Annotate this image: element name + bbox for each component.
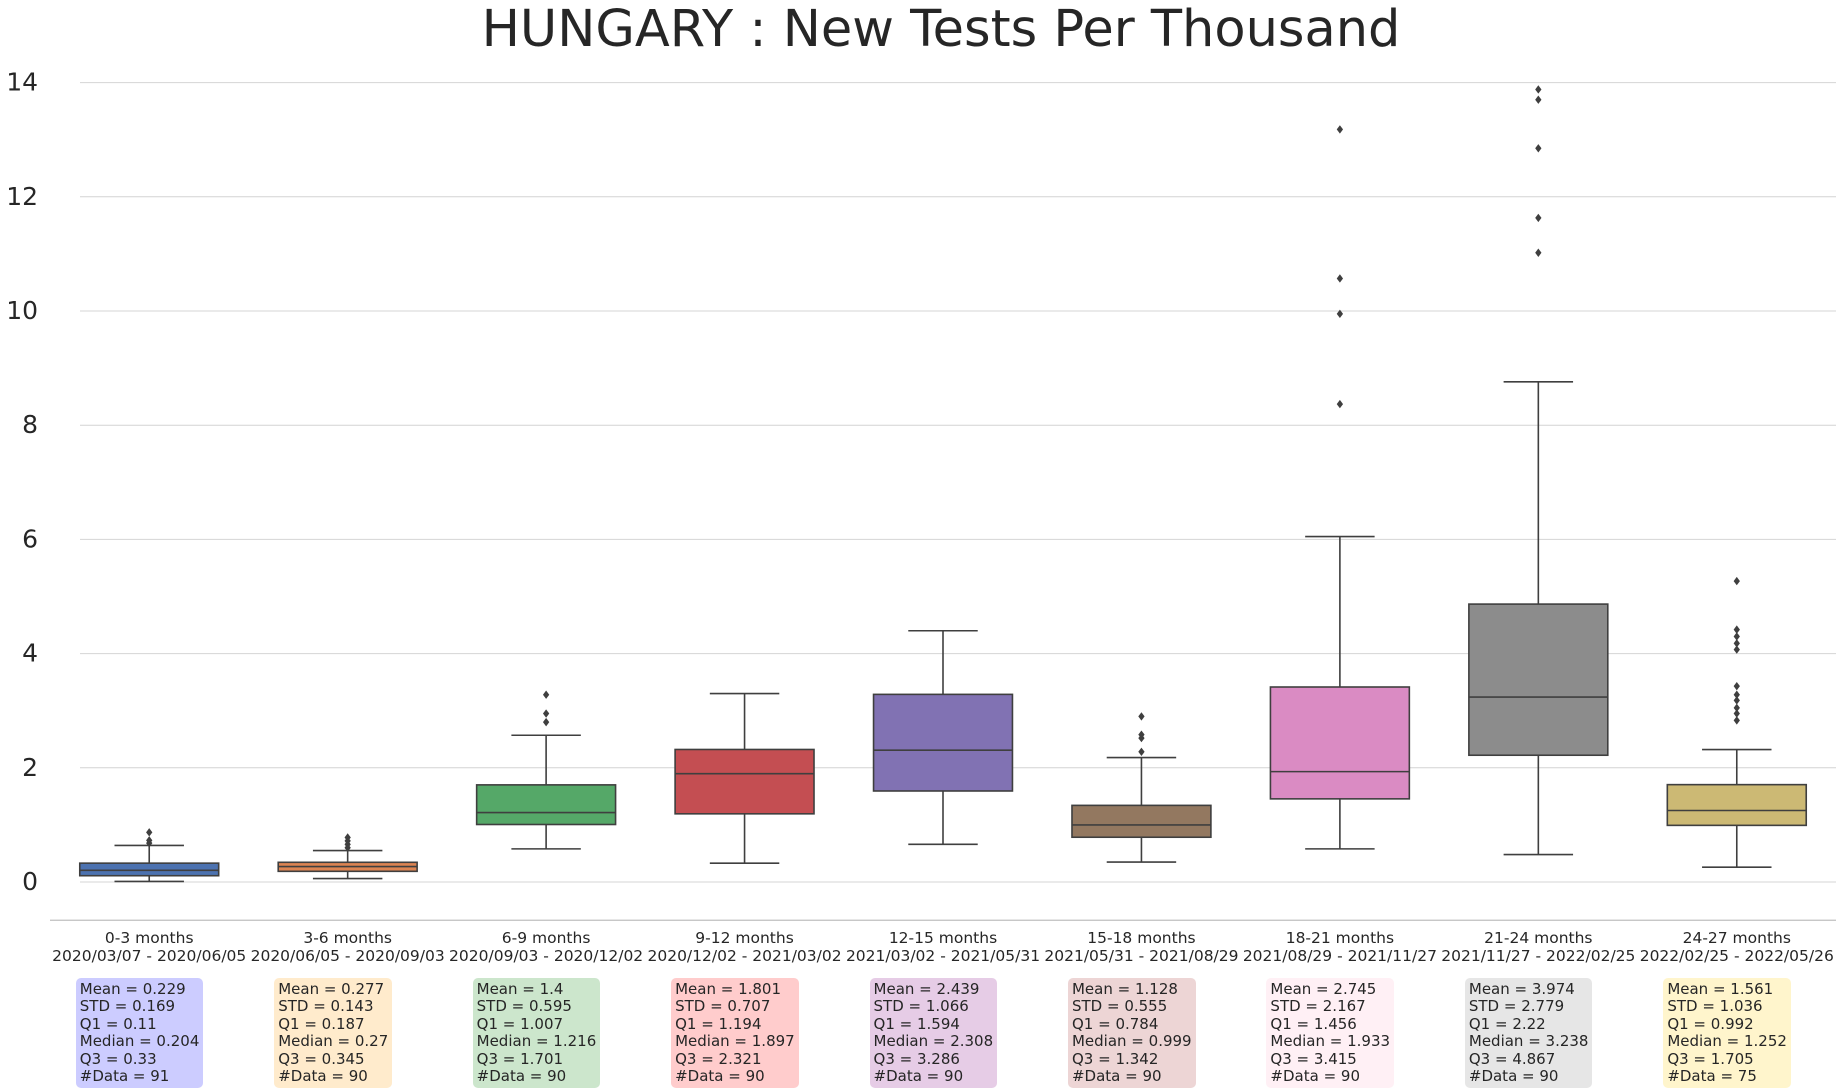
x-tick-range-label: 2021/11/27 - 2022/02/25 bbox=[1441, 947, 1635, 965]
x-tick-label: 24-27 months bbox=[1683, 929, 1791, 947]
y-tick-label: 14 bbox=[6, 68, 38, 97]
outlier-point bbox=[1138, 730, 1145, 739]
outlier-point bbox=[1535, 85, 1542, 94]
stats-box: Mean = 2.745 STD = 2.167 Q1 = 1.456 Medi… bbox=[1266, 978, 1395, 1089]
stats-box: Mean = 0.229 STD = 0.169 Q1 = 0.11 Media… bbox=[75, 978, 204, 1089]
stats-box: Mean = 1.128 STD = 0.555 Q1 = 0.784 Medi… bbox=[1067, 978, 1196, 1089]
outlier-point bbox=[146, 828, 153, 837]
outlier-point bbox=[1535, 248, 1542, 257]
outlier-point bbox=[146, 836, 153, 845]
stats-box: Mean = 0.277 STD = 0.143 Q1 = 0.187 Medi… bbox=[274, 978, 393, 1089]
y-tick-label: 8 bbox=[22, 410, 38, 439]
outlier-point bbox=[1535, 213, 1542, 223]
outlier-point bbox=[542, 709, 550, 718]
iqr-box bbox=[674, 748, 815, 815]
iqr-box bbox=[1269, 686, 1411, 800]
iqr-box bbox=[1666, 783, 1808, 827]
outlier-point bbox=[1535, 144, 1542, 153]
y-tick-label: 4 bbox=[22, 639, 38, 668]
outlier-point bbox=[1733, 632, 1740, 641]
outlier-point bbox=[1336, 399, 1344, 409]
stats-box: Mean = 1.561 STD = 1.036 Q1 = 0.992 Medi… bbox=[1663, 978, 1791, 1089]
iqr-box bbox=[475, 784, 617, 826]
outlier-point bbox=[1733, 681, 1740, 691]
outlier-point bbox=[1733, 703, 1740, 713]
x-tick-label: 21-24 months bbox=[1484, 929, 1592, 947]
box-group bbox=[78, 828, 220, 883]
y-tick-label: 2 bbox=[22, 753, 38, 782]
iqr-box bbox=[1071, 804, 1212, 839]
outlier-point bbox=[1733, 625, 1740, 634]
x-tick-range-label: 2022/02/25 - 2022/05/26 bbox=[1640, 947, 1834, 965]
box-group bbox=[1468, 85, 1609, 856]
x-tick-label: 0-3 months bbox=[105, 929, 194, 947]
iqr-box bbox=[1468, 603, 1609, 757]
box-group bbox=[1269, 125, 1411, 850]
box-group bbox=[674, 692, 815, 864]
x-tick-label: 9-12 months bbox=[695, 929, 794, 947]
outlier-point bbox=[542, 690, 550, 699]
x-tick-range-label: 2020/09/03 - 2020/12/02 bbox=[449, 947, 643, 965]
box-group bbox=[475, 690, 617, 850]
chart-title: HUNGARY : New Tests Per Thousand bbox=[482, 0, 1401, 59]
y-tick-label: 12 bbox=[6, 182, 38, 211]
x-tick-range-label: 2021/05/31 - 2021/08/29 bbox=[1044, 947, 1238, 965]
y-tick-label: 6 bbox=[22, 524, 38, 553]
x-tick-range-label: 2020/06/05 - 2020/09/03 bbox=[251, 947, 445, 965]
y-tick-label: 10 bbox=[6, 296, 38, 325]
x-tick-label: 3-6 months bbox=[303, 929, 392, 947]
grid-layer bbox=[50, 82, 1836, 921]
outlier-point bbox=[344, 833, 351, 842]
outlier-point bbox=[1336, 274, 1344, 283]
stats-box: Mean = 1.801 STD = 0.707 Q1 = 1.194 Medi… bbox=[671, 978, 799, 1089]
outlier-point bbox=[542, 717, 550, 727]
box-group bbox=[872, 629, 1014, 846]
x-tick-range-label: 2021/08/29 - 2021/11/27 bbox=[1243, 947, 1437, 965]
boxes-layer bbox=[78, 85, 1808, 883]
outlier-point bbox=[1733, 639, 1740, 648]
x-tick-label: 18-21 months bbox=[1286, 929, 1394, 947]
iqr-box bbox=[872, 693, 1014, 792]
outlier-point bbox=[1733, 645, 1740, 654]
stats-box: Mean = 3.974 STD = 2.779 Q1 = 2.22 Media… bbox=[1464, 978, 1593, 1089]
outlier-point bbox=[1733, 576, 1740, 586]
stats-box: Mean = 2.439 STD = 1.066 Q1 = 1.594 Medi… bbox=[869, 978, 998, 1089]
x-tick-label: 6-9 months bbox=[502, 929, 591, 947]
x-tick-range-label: 2020/03/07 - 2020/06/05 bbox=[52, 947, 246, 965]
iqr-box bbox=[78, 862, 220, 877]
x-tick-label: 15-18 months bbox=[1087, 929, 1195, 947]
outlier-point bbox=[1733, 690, 1740, 699]
outlier-point bbox=[1138, 747, 1145, 757]
outlier-point bbox=[1336, 125, 1344, 134]
stats-box: Mean = 1.4 STD = 0.595 Q1 = 1.007 Median… bbox=[472, 978, 601, 1089]
outlier-point bbox=[1535, 95, 1542, 104]
x-tick-label: 12-15 months bbox=[889, 929, 997, 947]
box-group bbox=[277, 833, 418, 880]
box-group bbox=[1666, 576, 1808, 868]
y-tick-labels: 0 2 4 6 8 10 12 14 bbox=[6, 68, 38, 896]
y-tick-label: 0 bbox=[22, 867, 38, 896]
outlier-point bbox=[1733, 696, 1740, 705]
outlier-point bbox=[1733, 716, 1740, 725]
outlier-point bbox=[1733, 709, 1740, 718]
outlier-point bbox=[1336, 309, 1344, 319]
box-group bbox=[1071, 712, 1212, 863]
outlier-point bbox=[1138, 712, 1145, 721]
x-tick-range-label: 2020/12/02 - 2021/03/02 bbox=[647, 947, 841, 965]
x-tick-range-label: 2021/03/02 - 2021/05/31 bbox=[846, 947, 1040, 965]
